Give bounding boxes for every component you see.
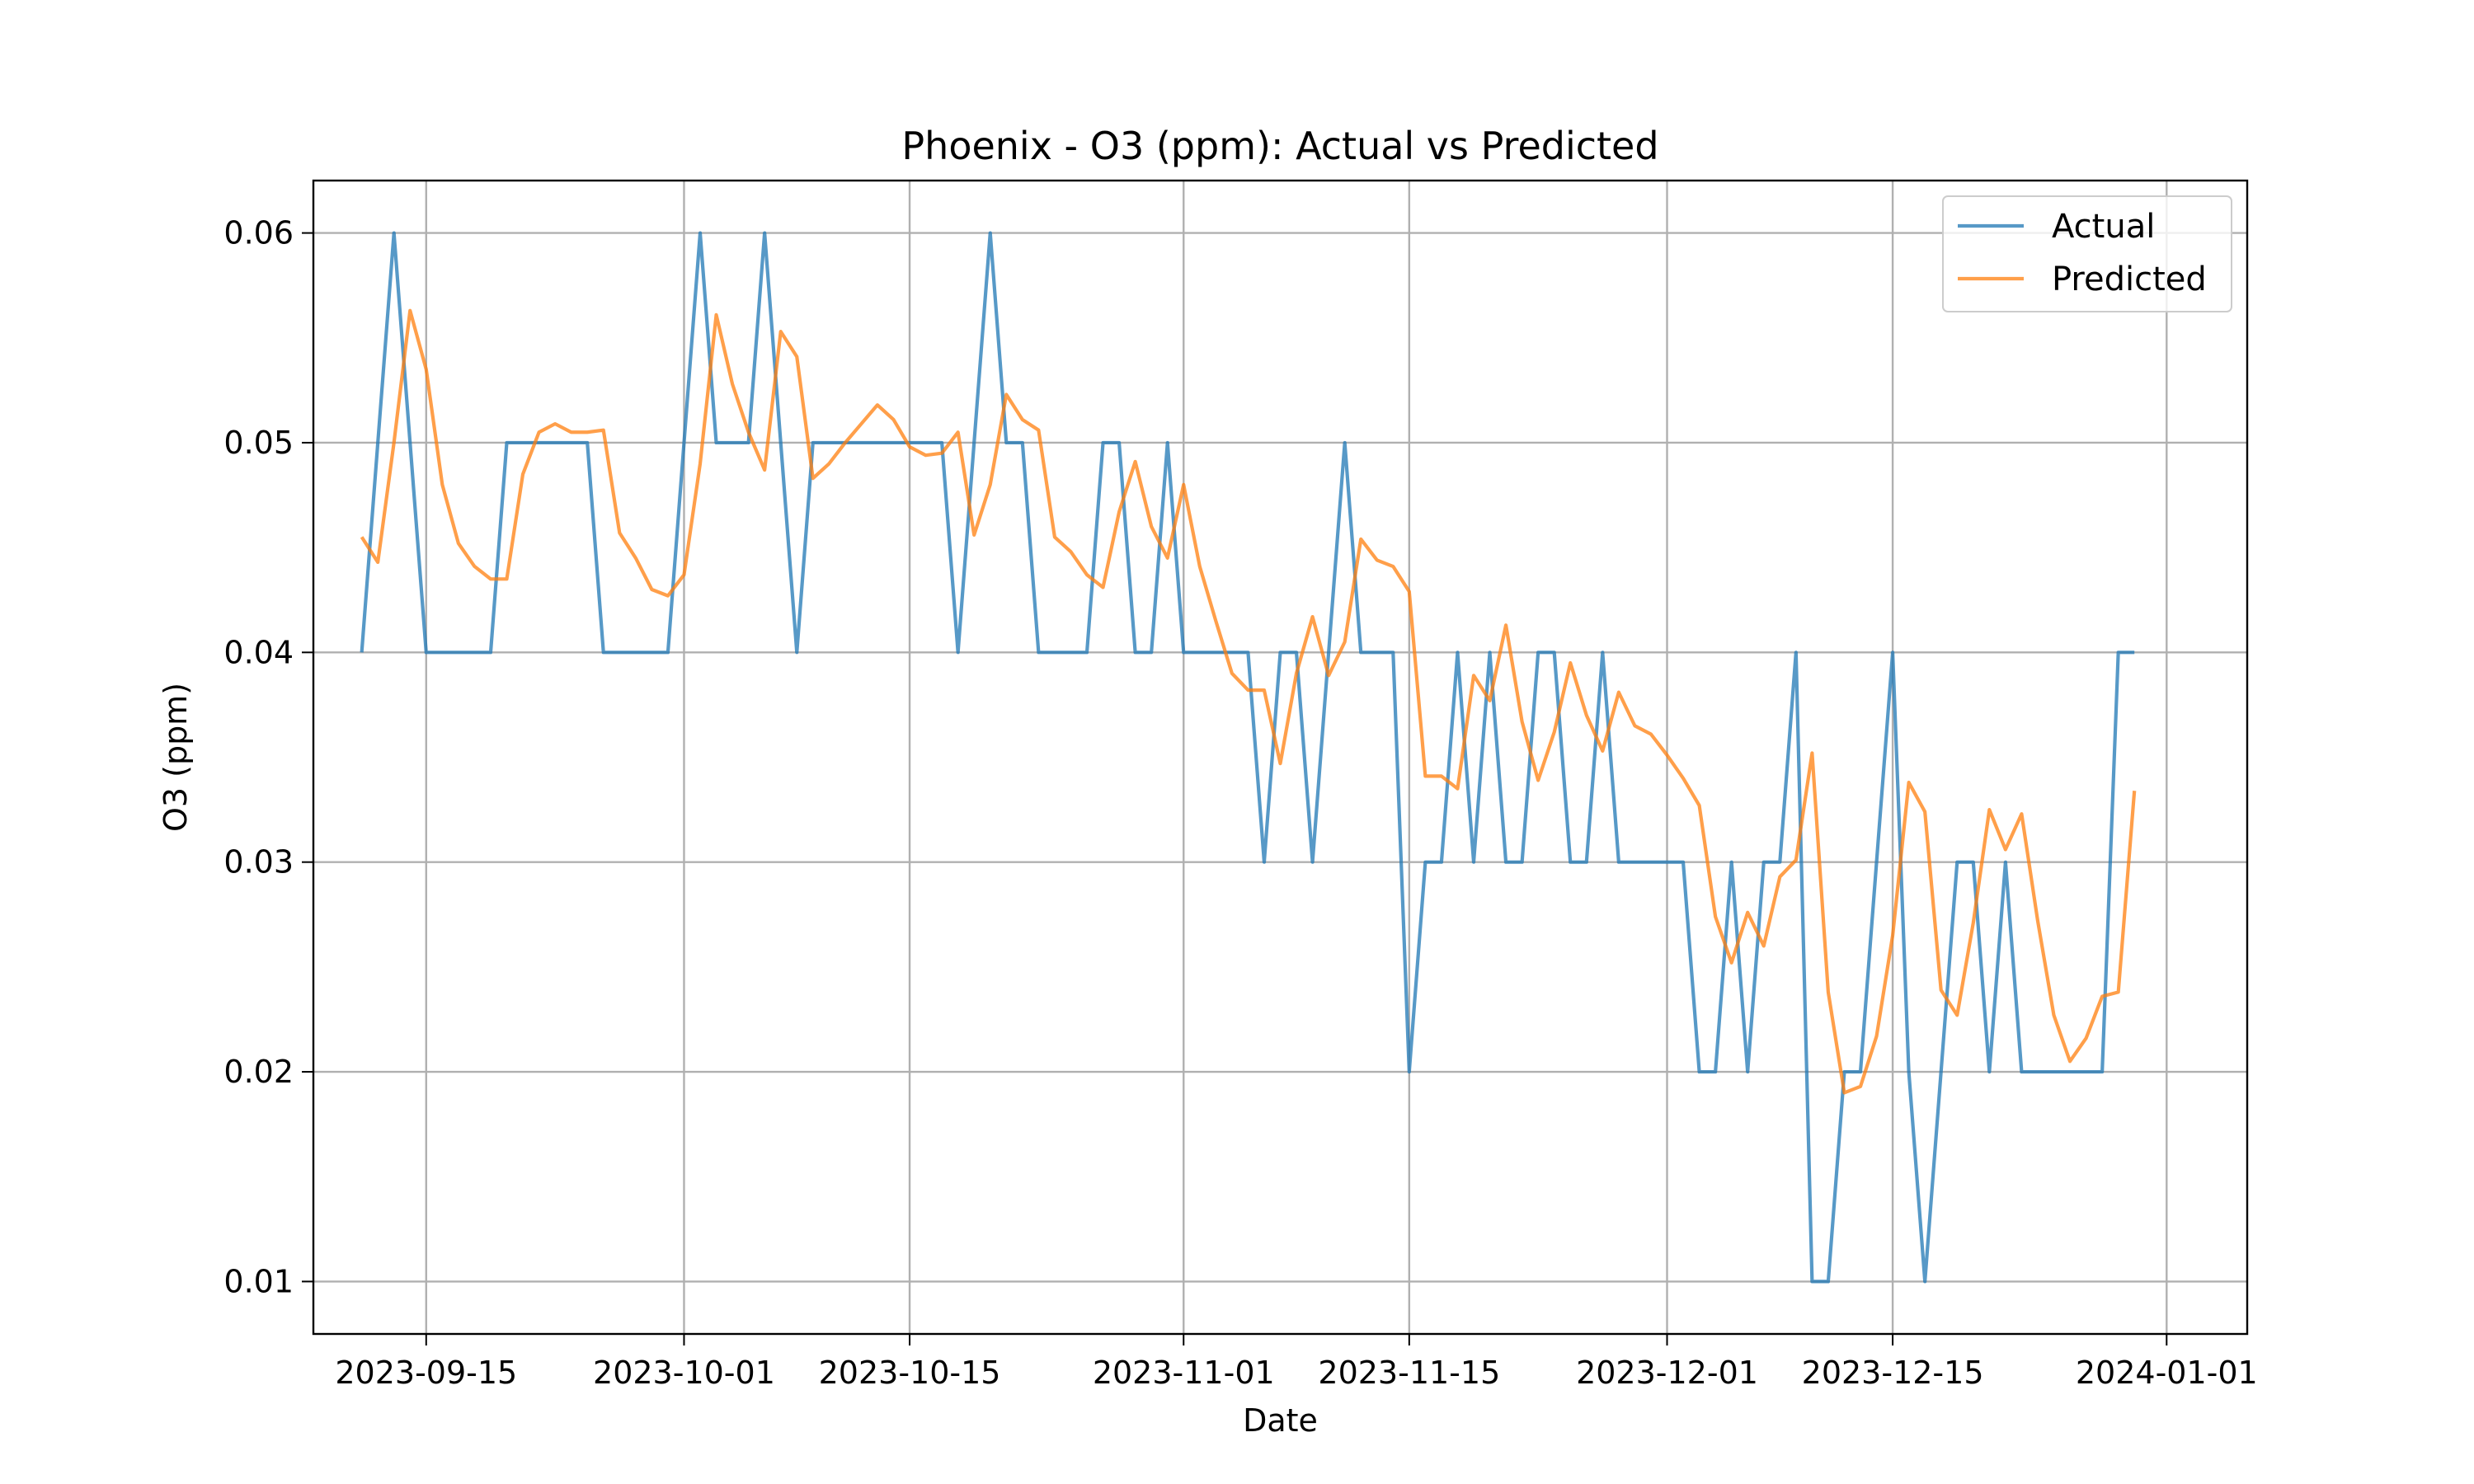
series-line-predicted bbox=[360, 308, 2137, 1095]
legend: Actual Predicted bbox=[1942, 195, 2232, 312]
grid bbox=[313, 181, 2247, 1334]
y-tick-label: 0.01 bbox=[223, 1263, 294, 1299]
legend-label-predicted: Predicted bbox=[2052, 261, 2207, 298]
x-tick-label: 2023-11-15 bbox=[1318, 1355, 1500, 1391]
legend-label-actual: Actual bbox=[2052, 208, 2155, 246]
plot-frame bbox=[312, 179, 2249, 1336]
x-tick-label: 2023-09-15 bbox=[335, 1355, 517, 1391]
y-axis: 0.01 0.02 0.03 0.04 0.05 0.06 bbox=[223, 215, 313, 1299]
y-tick-label: 0.04 bbox=[223, 634, 294, 670]
x-tick-label: 2023-10-01 bbox=[593, 1355, 775, 1391]
x-tick-label: 2023-10-15 bbox=[819, 1355, 1001, 1391]
chart-title: Phoenix - O3 (ppm): Actual vs Predicted bbox=[901, 124, 1658, 168]
x-tick-label: 2024-01-01 bbox=[2076, 1355, 2258, 1391]
x-tick-label: 2023-12-01 bbox=[1576, 1355, 1758, 1391]
series-line-actual bbox=[360, 231, 2135, 1284]
x-tick-label: 2023-12-15 bbox=[1802, 1355, 1984, 1391]
x-tick-label: 2023-11-01 bbox=[1093, 1355, 1275, 1391]
series-lines bbox=[360, 231, 2137, 1284]
x-axis: 2023-09-15 2023-10-01 2023-10-15 2023-11-01… bbox=[335, 1334, 2258, 1391]
y-axis-title: O3 (ppm) bbox=[158, 683, 194, 832]
y-tick-label: 0.02 bbox=[223, 1054, 294, 1090]
y-tick-label: 0.06 bbox=[223, 215, 294, 251]
x-axis-title: Date bbox=[1243, 1402, 1318, 1439]
y-tick-label: 0.03 bbox=[223, 844, 294, 881]
y-tick-label: 0.05 bbox=[223, 425, 294, 461]
